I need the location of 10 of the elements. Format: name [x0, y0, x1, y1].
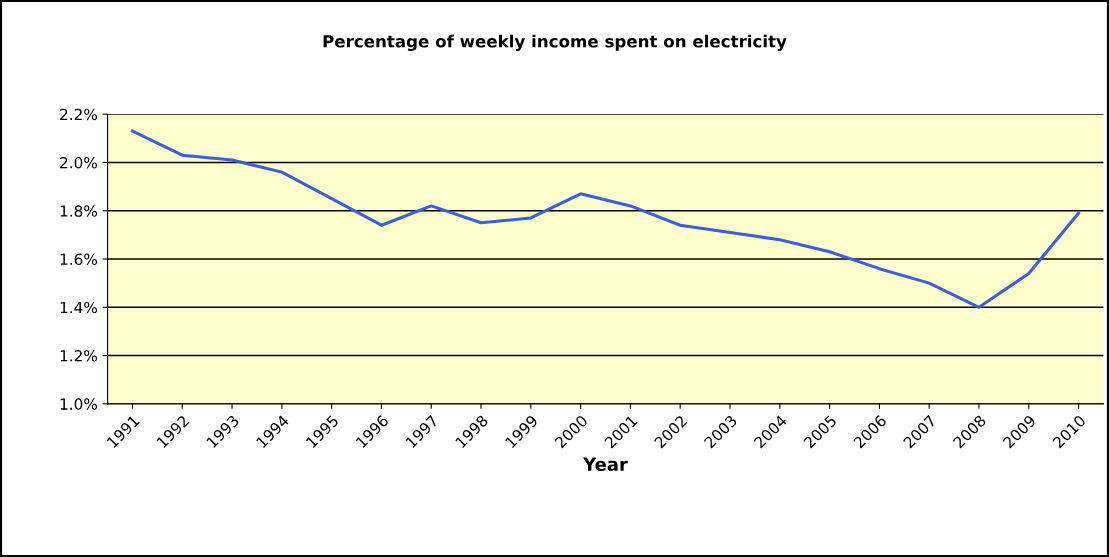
y-tick-label: 1.0% [60, 398, 98, 410]
y-tick-label: 1.8% [60, 205, 98, 217]
x-axis-title: Year [582, 457, 628, 472]
y-tick-label: 2.2% [60, 108, 98, 121]
y-tick-label: 1.2% [60, 350, 98, 362]
y-tick-label: 1.4% [60, 301, 98, 314]
y-tick-label: 2.0% [60, 156, 98, 169]
line-series [130, 129, 1081, 309]
chart-title: Percentage of weekly income spent on electricity [323, 34, 787, 51]
y-tick-label: 1.6% [60, 253, 98, 266]
